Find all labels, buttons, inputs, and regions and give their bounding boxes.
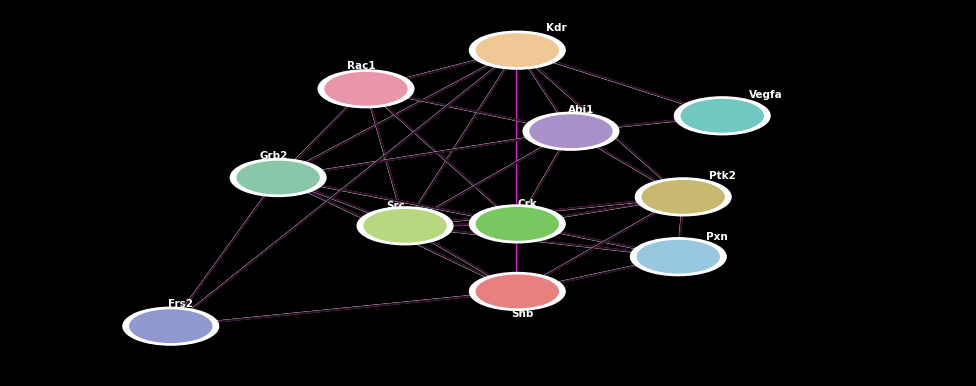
Text: Shb: Shb — [511, 309, 533, 319]
Circle shape — [318, 70, 414, 108]
Circle shape — [642, 181, 724, 213]
Circle shape — [130, 310, 212, 342]
Circle shape — [469, 205, 565, 243]
Circle shape — [230, 159, 326, 196]
Text: Kdr: Kdr — [546, 23, 567, 33]
Text: Abi1: Abi1 — [567, 105, 594, 115]
Circle shape — [681, 100, 763, 132]
Text: Vegfa: Vegfa — [750, 90, 783, 100]
Circle shape — [523, 112, 619, 150]
Circle shape — [325, 73, 407, 105]
Circle shape — [357, 207, 453, 245]
Circle shape — [469, 273, 565, 310]
Circle shape — [674, 97, 770, 135]
Text: Grb2: Grb2 — [259, 151, 288, 161]
Circle shape — [630, 238, 726, 276]
Text: Src: Src — [386, 201, 405, 211]
Circle shape — [635, 178, 731, 216]
Circle shape — [237, 161, 319, 194]
Text: Pxn: Pxn — [707, 232, 728, 242]
Circle shape — [476, 208, 558, 240]
Circle shape — [530, 115, 612, 147]
Text: Rac1: Rac1 — [346, 61, 376, 71]
Circle shape — [476, 34, 558, 66]
Text: Crk: Crk — [517, 199, 537, 209]
Circle shape — [637, 240, 719, 273]
Circle shape — [469, 31, 565, 69]
Circle shape — [364, 210, 446, 242]
Circle shape — [123, 307, 219, 345]
Text: Frs2: Frs2 — [168, 299, 193, 309]
Circle shape — [476, 275, 558, 308]
Text: Ptk2: Ptk2 — [709, 171, 736, 181]
